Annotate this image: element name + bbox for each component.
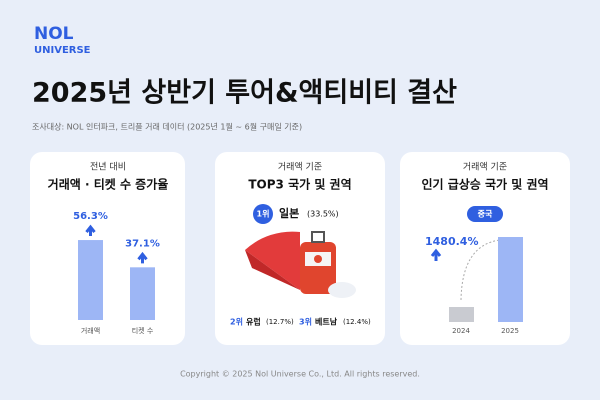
country: 일본	[279, 206, 299, 220]
card-title: 거래액 · 티켓 수 증가율	[48, 177, 169, 192]
country: 베트남	[315, 317, 338, 327]
footer: Copyright © 2025 Nol Universe Co., Ltd. …	[180, 370, 420, 379]
rank: 2위	[230, 317, 243, 327]
trend-curve	[460, 239, 501, 301]
share: (33.5%)	[307, 210, 339, 219]
badge	[467, 206, 503, 222]
year-label: 2024	[452, 327, 470, 335]
card	[400, 152, 570, 345]
rank: 3위	[299, 317, 312, 327]
bar-label: 티켓 수	[132, 326, 154, 335]
badge-text: 중국	[478, 210, 493, 219]
bar-2024	[449, 307, 474, 322]
growth: 1480.4%	[425, 235, 478, 248]
bar	[130, 267, 155, 320]
bar-2025	[498, 237, 523, 322]
rank-badge	[253, 204, 273, 224]
bar	[78, 240, 103, 320]
rank: 1위	[257, 209, 270, 219]
card-title: TOP3 국가 및 권역	[248, 177, 351, 192]
arrow	[137, 251, 148, 264]
arrow	[85, 224, 96, 237]
arrow	[430, 248, 442, 261]
bar-label: 거래액	[81, 326, 100, 335]
bar-chart: 56.3% 거래액 37.1% 티켓 수	[73, 211, 160, 335]
title: 2025년 상반기 투어&액티비티 결산	[32, 78, 457, 109]
year-label: 2025	[501, 327, 519, 335]
card-title: 인기 급상승 국가 및 권역	[421, 177, 548, 192]
card-subtitle: 거래액 기준	[278, 161, 322, 173]
source: 조사대상: NOL 인터파크, 트리플 거래 데이터 (2025년 1월 ~ 6…	[32, 122, 302, 132]
value-label: 37.1%	[125, 238, 160, 249]
share: (12.7%)	[266, 318, 294, 326]
card-subtitle: 전년 대비	[90, 162, 126, 173]
value-label: 56.3%	[73, 211, 108, 222]
card-subtitle: 거래액 기준	[463, 161, 507, 173]
logo-bottom: UNIVERSE	[34, 45, 91, 56]
country: 유럽	[246, 317, 261, 327]
illustration	[245, 231, 356, 298]
share: (12.4%)	[343, 318, 371, 326]
logo-top: NOL	[34, 24, 74, 44]
